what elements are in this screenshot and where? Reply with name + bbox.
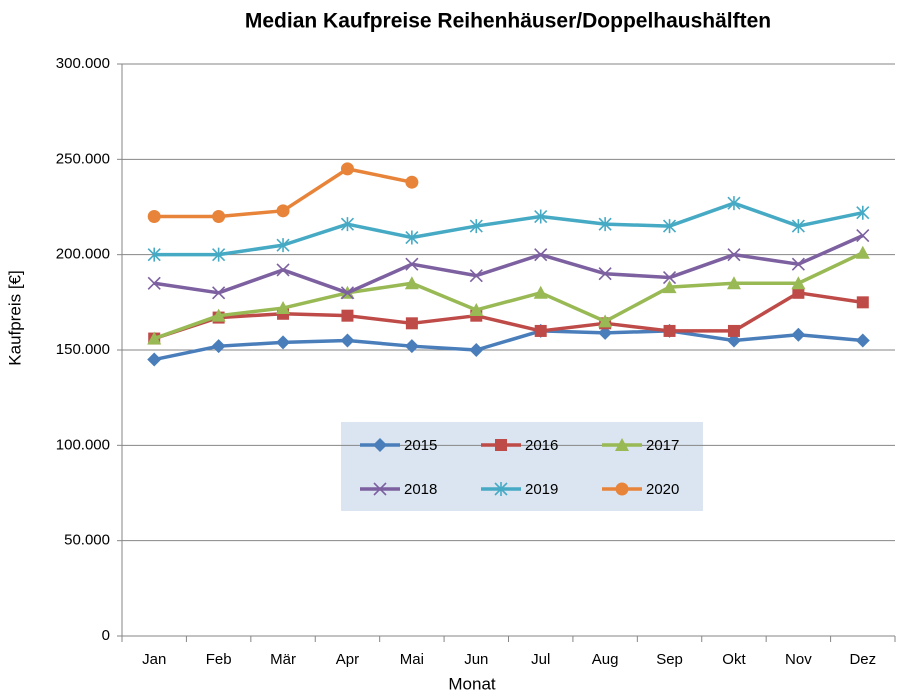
marker	[856, 205, 870, 220]
x-tick-label: Nov	[785, 651, 812, 668]
x-tick-label: Mai	[400, 651, 424, 668]
marker	[405, 230, 419, 245]
marker	[211, 339, 226, 354]
marker	[147, 210, 161, 224]
y-tick-label: 150.000	[56, 341, 110, 358]
marker	[494, 482, 508, 496]
marker	[726, 333, 741, 348]
marker	[147, 276, 161, 290]
x-tick-label: Aug	[592, 651, 619, 668]
marker	[340, 333, 355, 348]
marker	[469, 219, 483, 234]
marker	[534, 324, 547, 337]
marker	[211, 308, 226, 322]
x-tick-label: Apr	[336, 651, 359, 668]
marker	[212, 247, 226, 262]
series-line	[153, 251, 864, 341]
marker	[615, 438, 629, 451]
marker	[856, 296, 869, 309]
marker	[791, 327, 806, 342]
legend-box	[341, 422, 703, 511]
marker	[726, 276, 741, 290]
marker	[598, 267, 612, 281]
y-axis-label: Kaufpreis [€]	[5, 270, 24, 365]
series-line	[154, 201, 864, 257]
marker	[727, 196, 741, 211]
marker	[373, 482, 387, 496]
marker	[792, 286, 805, 299]
marker	[469, 269, 483, 283]
x-tick-label: Mär	[270, 651, 296, 668]
legend-label: 2018	[404, 481, 437, 498]
marker	[276, 301, 291, 315]
marker	[534, 248, 548, 262]
marker	[533, 285, 548, 299]
marker	[534, 209, 548, 224]
legend-label: 2015	[404, 437, 437, 454]
marker	[276, 263, 290, 277]
x-tick-label: Dez	[849, 651, 876, 668]
x-axis-label: Monat	[448, 674, 496, 693]
legend-label: 2020	[646, 481, 679, 498]
marker	[405, 257, 419, 271]
y-tick-label: 300.000	[56, 55, 110, 72]
legend-label: 2016	[525, 437, 558, 454]
marker	[340, 162, 354, 176]
marker	[662, 219, 677, 234]
x-tick-label: Jan	[142, 651, 166, 668]
marker	[598, 217, 612, 232]
series-line	[153, 234, 864, 295]
marker	[340, 217, 355, 232]
marker	[469, 343, 484, 357]
marker	[405, 317, 418, 330]
y-tick-label: 0	[102, 627, 110, 644]
marker	[855, 245, 870, 259]
series-line	[153, 291, 864, 341]
marker	[598, 314, 613, 328]
series-line	[153, 329, 863, 362]
marker	[147, 247, 161, 262]
x-tick-label: Feb	[206, 651, 232, 668]
marker	[663, 324, 676, 337]
y-tick-label: 250.000	[56, 150, 110, 167]
y-tick-label: 50.000	[64, 532, 110, 549]
marker	[147, 352, 162, 367]
marker	[598, 325, 613, 340]
x-tick-label: Okt	[722, 651, 746, 668]
marker	[495, 439, 507, 451]
marker	[662, 280, 677, 294]
marker	[147, 331, 162, 345]
marker	[404, 339, 419, 354]
marker	[791, 257, 805, 271]
marker	[855, 333, 870, 348]
marker	[615, 482, 629, 496]
marker	[727, 248, 741, 262]
marker	[856, 229, 870, 243]
marker	[341, 309, 354, 322]
marker	[340, 286, 355, 300]
marker	[404, 276, 419, 290]
marker	[791, 276, 806, 290]
legend-label: 2019	[525, 481, 558, 498]
x-tick-label: Sep	[656, 651, 683, 668]
marker	[276, 335, 291, 350]
marker	[727, 324, 740, 337]
y-tick-label: 100.000	[56, 436, 110, 453]
x-tick-label: Jun	[464, 651, 488, 668]
marker	[373, 438, 387, 452]
marker	[276, 204, 290, 218]
marker	[791, 219, 805, 234]
y-tick-label: 200.000	[56, 246, 110, 263]
marker	[662, 270, 677, 285]
marker	[469, 302, 484, 316]
marker	[212, 286, 226, 300]
marker	[276, 238, 290, 253]
chart-title: Median Kaufpreise Reihenhäuser/Doppelhau…	[245, 10, 771, 33]
marker	[405, 175, 419, 189]
marker	[212, 210, 226, 224]
legend-label: 2017	[646, 437, 679, 454]
x-tick-label: Jul	[531, 651, 550, 668]
